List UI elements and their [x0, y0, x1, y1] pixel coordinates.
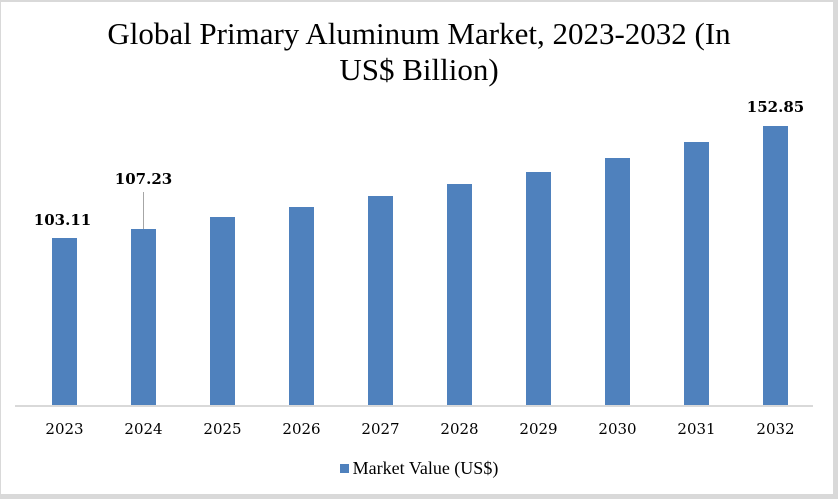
bar-2025 [210, 216, 235, 405]
x-axis-line [15, 405, 813, 407]
x-tick-label: 2031 [677, 420, 716, 438]
bar-2031 [684, 141, 709, 405]
legend: Market Value (US$) [0, 458, 838, 479]
bar-2027 [368, 196, 393, 405]
data-label-2024: 107.23 [114, 170, 173, 188]
data-label-2032: 152.85 [746, 98, 805, 116]
bar-2030 [605, 157, 630, 405]
bar-2029 [526, 171, 551, 405]
x-tick-label: 2026 [282, 420, 321, 438]
data-label-2023: 103.11 [33, 211, 92, 229]
x-tick-label: 2025 [203, 420, 242, 438]
chart-title-line-2: US$ Billion) [339, 52, 499, 87]
legend-swatch-icon [339, 464, 349, 473]
legend-label: Market Value (US$) [352, 458, 499, 478]
bar-2028 [447, 184, 472, 405]
bar-2032 [763, 126, 788, 405]
x-tick-label: 2027 [361, 420, 400, 438]
bar-2023 [52, 238, 77, 405]
x-tick-label: 2029 [519, 420, 558, 438]
x-tick-label: 2028 [440, 420, 479, 438]
chart-title-line-1: Global Primary Aluminum Market, 2023-203… [107, 16, 731, 51]
x-tick-label: 2023 [45, 420, 84, 438]
bar-2024 [131, 228, 156, 405]
leader-line [142, 192, 144, 229]
bar-2026 [289, 207, 314, 405]
x-tick-label: 2032 [756, 420, 795, 438]
x-tick-label: 2024 [124, 420, 163, 438]
chart-title: Global Primary Aluminum Market, 2023-203… [0, 16, 838, 88]
x-tick-label: 2030 [598, 420, 637, 438]
